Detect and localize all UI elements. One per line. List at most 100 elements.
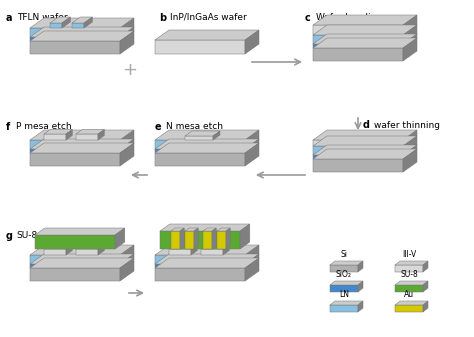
Polygon shape [313, 149, 417, 159]
Polygon shape [313, 136, 417, 146]
Polygon shape [194, 228, 198, 249]
Text: SU-8: SU-8 [400, 270, 418, 279]
Text: N mesa etch: N mesa etch [166, 122, 223, 131]
Polygon shape [403, 136, 417, 155]
Text: SiO₂: SiO₂ [336, 270, 352, 279]
Polygon shape [50, 23, 62, 28]
Polygon shape [313, 34, 417, 44]
Polygon shape [35, 235, 115, 249]
Polygon shape [212, 228, 216, 249]
Text: +: + [122, 61, 137, 79]
Polygon shape [330, 285, 358, 292]
Polygon shape [185, 131, 220, 136]
Polygon shape [226, 228, 230, 249]
Polygon shape [245, 130, 259, 149]
Text: g: g [6, 231, 13, 241]
Polygon shape [213, 131, 220, 140]
Polygon shape [395, 301, 428, 305]
Polygon shape [44, 249, 66, 255]
Polygon shape [30, 258, 134, 268]
Polygon shape [30, 255, 120, 264]
Polygon shape [169, 249, 191, 255]
Polygon shape [245, 254, 259, 268]
Polygon shape [30, 143, 134, 153]
Text: P mesa etch: P mesa etch [16, 122, 72, 131]
Polygon shape [30, 153, 120, 166]
Polygon shape [403, 130, 417, 146]
Polygon shape [155, 268, 245, 281]
Polygon shape [313, 130, 417, 140]
Polygon shape [313, 25, 417, 35]
Polygon shape [240, 224, 250, 249]
Polygon shape [155, 139, 259, 149]
Polygon shape [30, 264, 120, 268]
Polygon shape [76, 245, 104, 249]
Text: b: b [159, 13, 166, 23]
Polygon shape [30, 41, 120, 54]
Polygon shape [120, 18, 134, 37]
Polygon shape [72, 17, 92, 23]
Polygon shape [245, 139, 259, 153]
Polygon shape [30, 27, 134, 37]
Polygon shape [30, 245, 134, 255]
Polygon shape [395, 285, 423, 292]
Polygon shape [313, 155, 403, 159]
Polygon shape [201, 245, 229, 249]
Polygon shape [330, 301, 363, 305]
Polygon shape [98, 129, 104, 140]
Polygon shape [423, 261, 428, 272]
Polygon shape [245, 258, 259, 281]
Polygon shape [330, 261, 363, 265]
Polygon shape [30, 130, 134, 140]
Text: SU-8: SU-8 [16, 232, 37, 241]
Text: e: e [155, 122, 162, 132]
Polygon shape [423, 281, 428, 292]
Polygon shape [120, 245, 134, 264]
Polygon shape [30, 254, 134, 264]
Polygon shape [30, 149, 120, 153]
Polygon shape [72, 23, 84, 28]
Polygon shape [313, 159, 403, 172]
Polygon shape [44, 134, 66, 140]
Polygon shape [403, 25, 417, 44]
Polygon shape [358, 301, 363, 312]
Polygon shape [180, 228, 184, 249]
Polygon shape [98, 245, 104, 255]
Polygon shape [313, 25, 403, 35]
Polygon shape [76, 129, 104, 134]
Polygon shape [44, 245, 73, 249]
Text: f: f [6, 122, 10, 132]
Polygon shape [203, 231, 212, 249]
Polygon shape [169, 245, 197, 249]
Polygon shape [223, 245, 229, 255]
Polygon shape [30, 37, 120, 41]
Text: TFLN wafer: TFLN wafer [17, 13, 68, 22]
Polygon shape [155, 245, 259, 255]
Polygon shape [171, 228, 184, 231]
Polygon shape [403, 145, 417, 159]
Text: Plating & lift-off: Plating & lift-off [170, 232, 241, 241]
Polygon shape [330, 305, 358, 312]
Polygon shape [120, 139, 134, 153]
Polygon shape [66, 129, 73, 140]
Polygon shape [30, 268, 120, 281]
Polygon shape [76, 134, 98, 140]
Polygon shape [217, 228, 230, 231]
Polygon shape [155, 255, 245, 264]
Polygon shape [245, 245, 259, 264]
Polygon shape [155, 264, 245, 268]
Polygon shape [155, 258, 259, 268]
Polygon shape [203, 228, 216, 231]
Polygon shape [66, 245, 73, 255]
Text: a: a [6, 13, 12, 23]
Polygon shape [30, 18, 134, 28]
Polygon shape [155, 130, 259, 140]
Text: LN: LN [339, 290, 349, 299]
Polygon shape [120, 254, 134, 268]
Polygon shape [403, 149, 417, 172]
Polygon shape [330, 281, 363, 285]
Text: d: d [363, 120, 370, 130]
Polygon shape [155, 40, 245, 54]
Polygon shape [30, 28, 120, 37]
Polygon shape [185, 231, 194, 249]
